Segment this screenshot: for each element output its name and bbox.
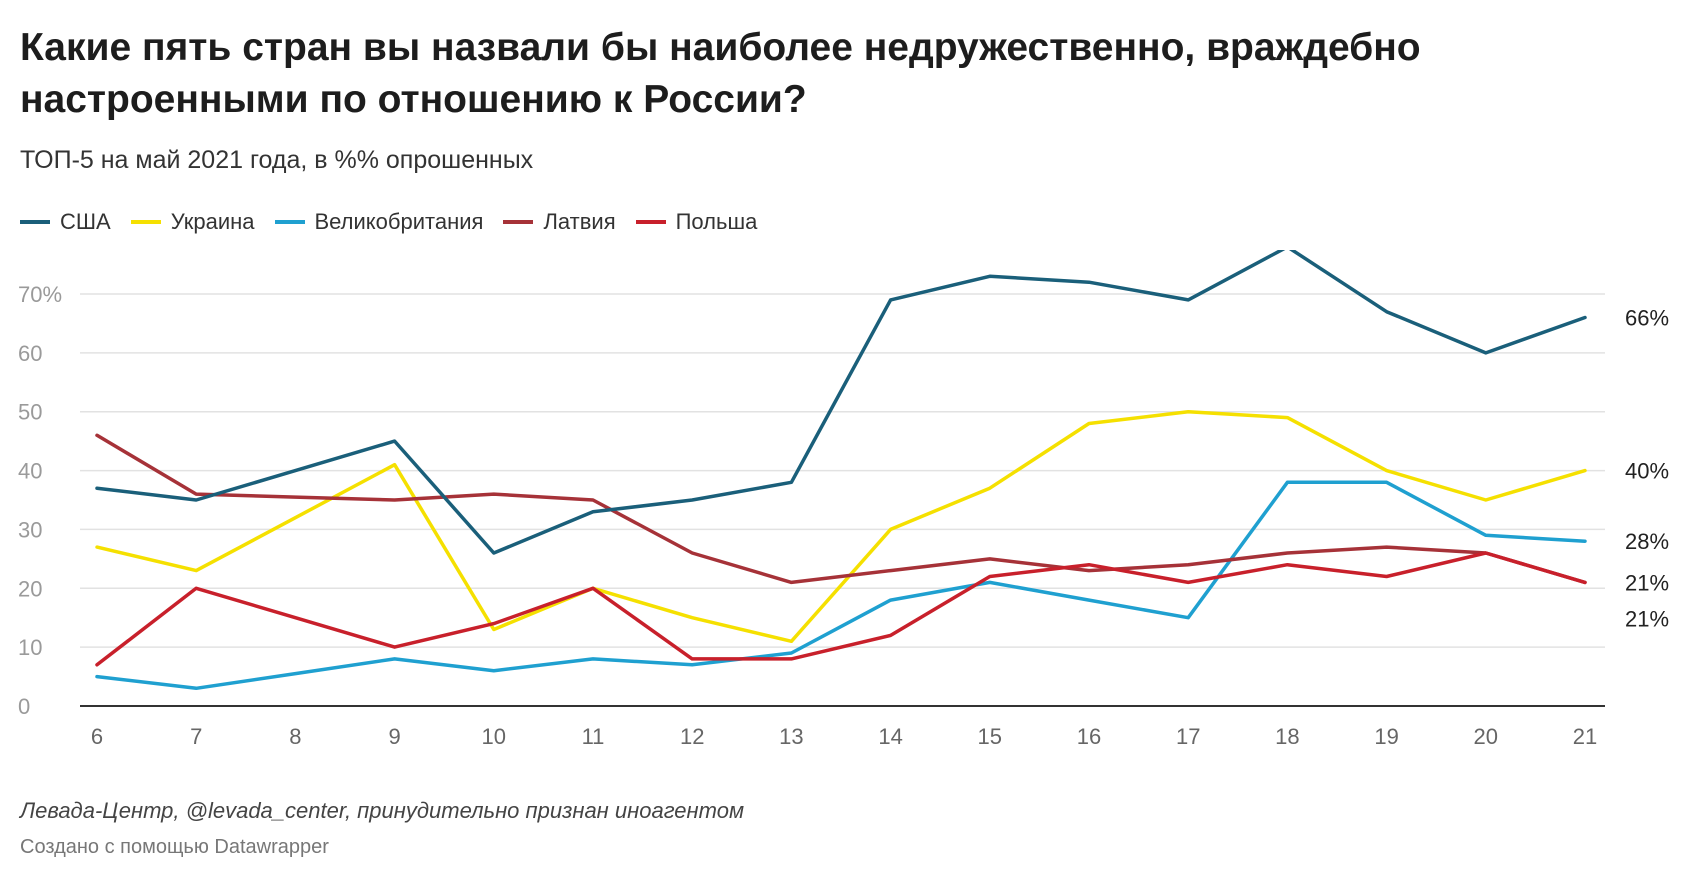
x-tick-label: 6	[91, 724, 103, 749]
series-line-2	[95, 480, 1587, 691]
series-line-1	[95, 409, 1587, 644]
chart-subtitle: ТОП-5 на май 2021 года, в %% опрошенных	[20, 146, 534, 174]
credit-note: Создано с помощью Datawrapper	[20, 836, 329, 858]
end-label: 40%	[1625, 459, 1669, 484]
y-tick-label: 40	[18, 459, 42, 484]
x-tick-label: 21	[1573, 724, 1597, 749]
x-tick-label: 16	[1077, 724, 1101, 749]
x-tick-label: 19	[1374, 724, 1398, 749]
x-tick-label: 13	[779, 724, 803, 749]
series-line-3	[95, 433, 1587, 585]
y-tick-label: 0	[18, 694, 30, 719]
legend-label-usa: США	[60, 209, 111, 234]
legend-item-ukraine: Украина	[130, 209, 255, 235]
chart-title: Какие пять стран вы назвали бы наиболее …	[20, 26, 1421, 121]
source-note: Левада-Центр, @levada_center, принудител…	[20, 798, 745, 823]
legend-swatch-ukraine	[130, 220, 161, 224]
x-tick-label: 7	[190, 724, 202, 749]
legend-swatch-usa	[20, 220, 50, 224]
y-tick-label: 10	[18, 635, 42, 660]
y-tick-label: 50	[18, 400, 42, 425]
x-tick-label: 12	[680, 724, 704, 749]
end-label: 66%	[1625, 306, 1669, 331]
legend-label-poland: Польша	[675, 209, 758, 234]
y-tick-label: 70%	[18, 282, 62, 307]
legend-item-uk: Великобритания	[274, 209, 484, 235]
x-tick-label: 17	[1176, 724, 1200, 749]
series-line-0	[95, 250, 1587, 555]
x-tick-label: 14	[878, 724, 902, 749]
y-tick-label: 20	[18, 576, 42, 601]
x-tick-label: 18	[1275, 724, 1299, 749]
legend-item-latvia: Латвия	[503, 209, 616, 235]
legend-label-uk: Великобритания	[314, 209, 484, 234]
x-tick-label: 8	[289, 724, 301, 749]
end-label: 28%	[1625, 529, 1669, 554]
x-tick-label: 9	[388, 724, 400, 749]
end-label: 21%	[1625, 606, 1669, 631]
legend-item-usa: США	[20, 209, 111, 235]
y-tick-label: 30	[18, 517, 42, 542]
series-line-4	[95, 551, 1587, 667]
x-tick-label: 20	[1474, 724, 1498, 749]
x-tick-label: 10	[482, 724, 506, 749]
legend-swatch-uk	[274, 220, 305, 224]
chart-legend: США Украина Великобритания Латвия Польша	[20, 209, 777, 235]
y-tick-label: 60	[18, 341, 42, 366]
x-tick-label: 11	[582, 724, 605, 749]
legend-label-latvia: Латвия	[543, 209, 616, 234]
line-chart: 0 10 20 30 40 50 60 70% 6 7 8 9 10 11 12 13 14 15 16 17 18 19…	[18, 250, 1669, 749]
x-tick-label: 15	[978, 724, 1002, 749]
legend-swatch-poland	[635, 220, 666, 224]
legend-label-ukraine: Украина	[170, 209, 255, 234]
legend-swatch-latvia	[503, 220, 534, 224]
end-label: 21%	[1625, 570, 1669, 595]
legend-item-poland: Польша	[635, 209, 758, 235]
